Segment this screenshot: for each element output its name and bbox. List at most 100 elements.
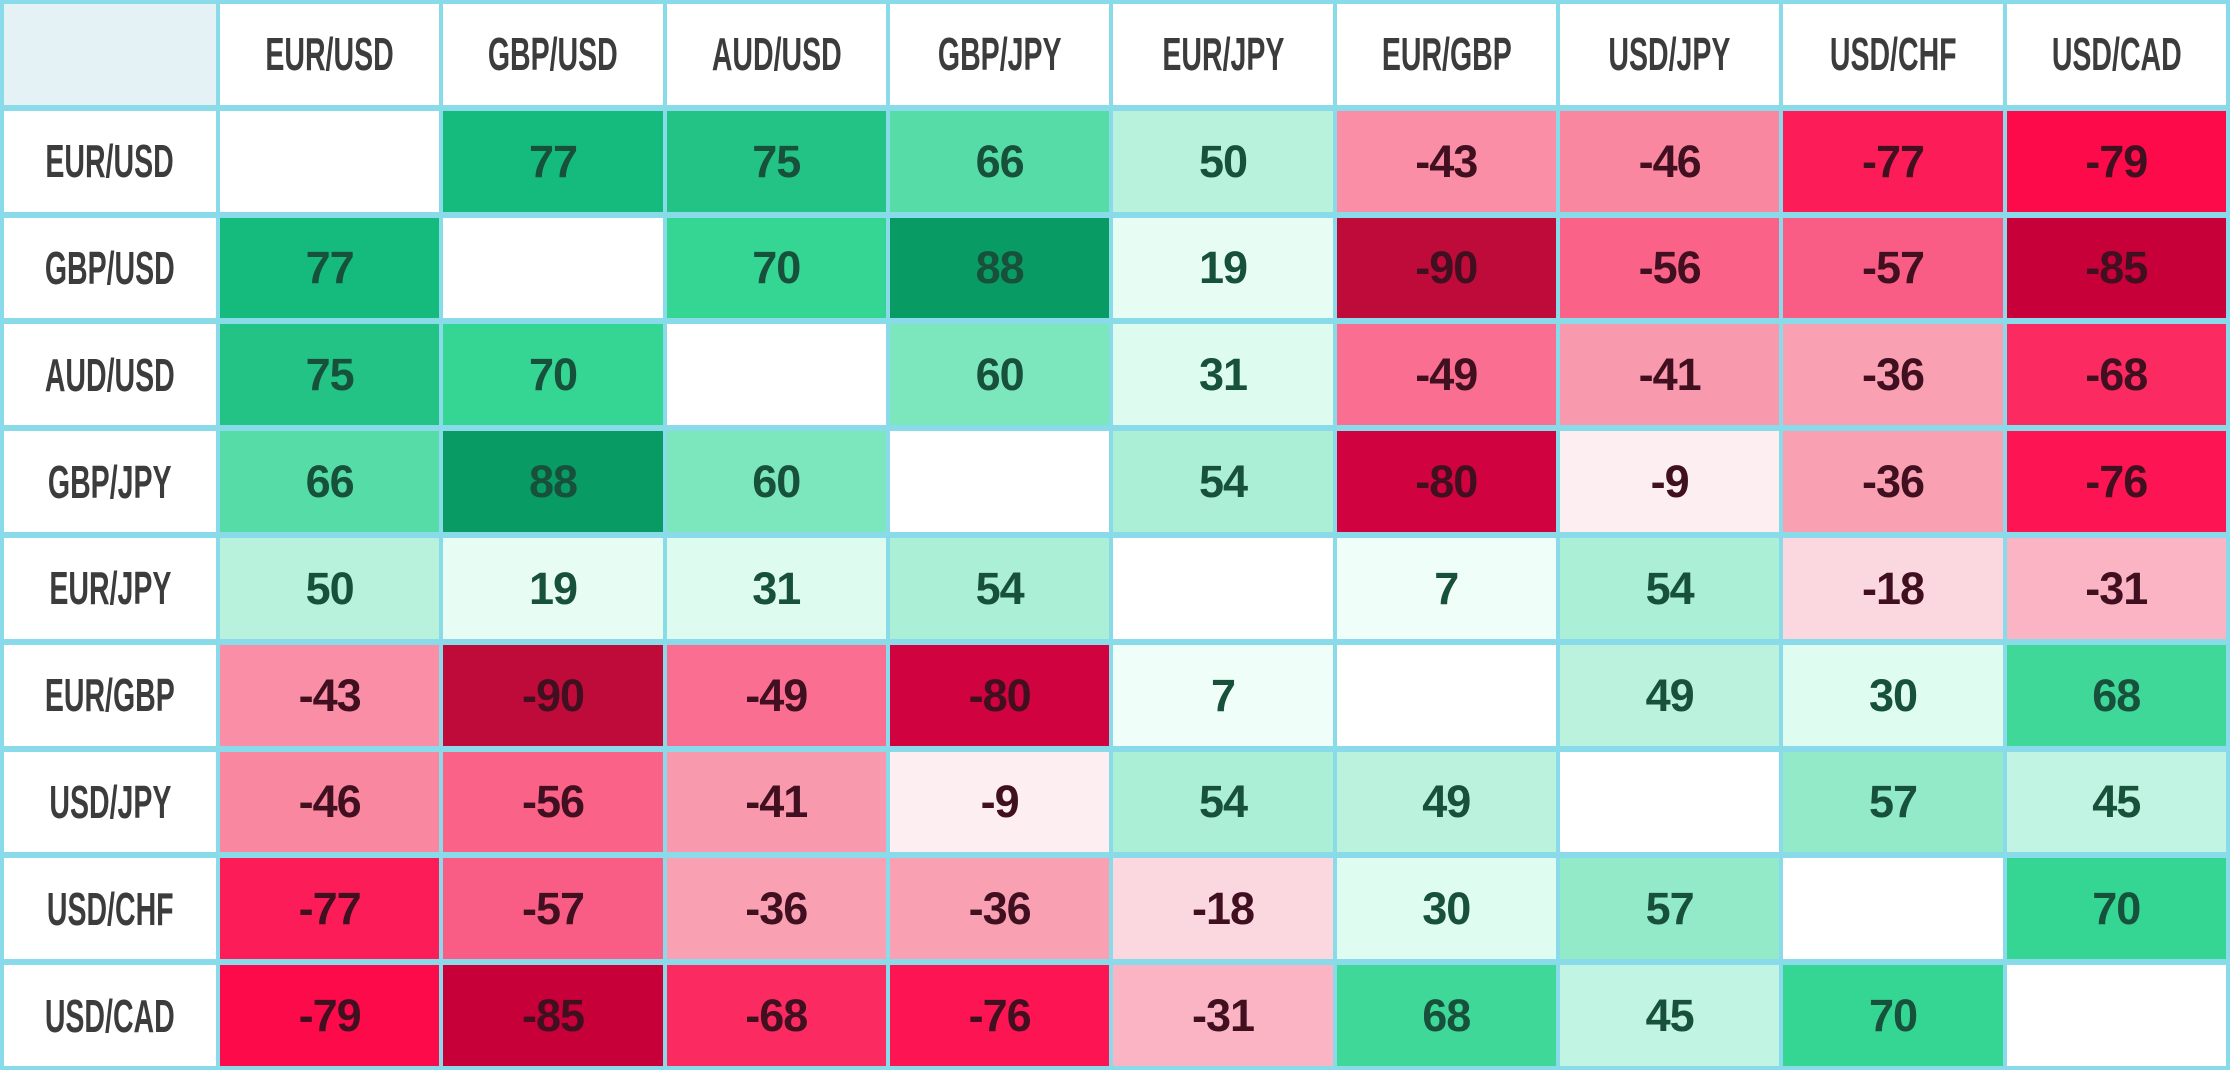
correlation-value: -49: [745, 669, 808, 721]
correlation-value: -49: [1415, 349, 1478, 401]
matrix-cell: 49: [1336, 751, 1556, 853]
matrix-cell: -76: [889, 965, 1110, 1066]
correlation-value: -18: [1861, 562, 1925, 614]
column-header: USD/CHF: [1783, 4, 2003, 105]
row-header: USD/JPY: [4, 751, 216, 853]
matrix-diagonal-cell: [443, 217, 663, 319]
correlation-value: 50: [1198, 135, 1248, 187]
matrix-diagonal-cell: [220, 110, 440, 212]
correlation-value: -80: [1415, 456, 1478, 508]
matrix-diagonal-cell: [889, 431, 1110, 532]
row-header: EUR/JPY: [4, 538, 216, 639]
matrix-cell: 54: [1113, 431, 1333, 532]
correlation-value: -68: [2085, 349, 2148, 401]
matrix-cell: 88: [889, 217, 1110, 319]
correlation-value: 77: [305, 242, 355, 294]
correlation-value: 30: [1868, 669, 1918, 721]
matrix-cell: -41: [666, 751, 886, 853]
matrix-cell: -57: [1783, 217, 2003, 319]
correlation-value: -46: [298, 776, 362, 828]
correlation-value: 75: [752, 135, 801, 187]
matrix-cell: -80: [1336, 431, 1556, 532]
correlation-value: 66: [975, 135, 1025, 187]
column-header: EUR/GBP: [1336, 4, 1556, 105]
correlation-value: -36: [1861, 349, 1925, 401]
row-header: GBP/USD: [4, 217, 216, 319]
correlation-value: 19: [528, 562, 578, 614]
matrix-cell: 50: [220, 538, 440, 639]
matrix-cell: -46: [1559, 110, 1780, 212]
matrix-cell: 31: [666, 538, 886, 639]
correlation-value: -18: [1191, 883, 1255, 935]
matrix-cell: 75: [220, 324, 440, 426]
matrix-cell: 31: [1113, 324, 1333, 426]
correlation-value: -41: [1638, 349, 1702, 401]
matrix-cell: 57: [1783, 751, 2003, 853]
column-header-label: USD/CAD: [2051, 28, 2182, 81]
correlation-value: -90: [1415, 242, 1478, 294]
row-header-label: EUR/USD: [45, 135, 175, 188]
column-header: GBP/USD: [443, 4, 663, 105]
correlation-value: 30: [1422, 883, 1471, 935]
matrix-cell: -79: [2006, 110, 2226, 212]
correlation-value: 50: [305, 562, 355, 614]
matrix-cell: -36: [889, 858, 1110, 960]
correlation-value: 60: [975, 349, 1025, 401]
column-header: EUR/JPY: [1113, 4, 1333, 105]
matrix-cell: -49: [1336, 324, 1556, 426]
correlation-value: 70: [2092, 883, 2141, 935]
correlation-value: -9: [1650, 456, 1690, 508]
matrix-cell: 68: [1336, 965, 1556, 1066]
matrix-cell: 75: [666, 110, 886, 212]
column-header-label: USD/JPY: [1608, 28, 1731, 81]
correlation-value: -85: [521, 990, 585, 1042]
correlation-value: 60: [752, 456, 801, 508]
correlation-value: -46: [1638, 135, 1702, 187]
row-header: AUD/USD: [4, 324, 216, 426]
correlation-value: 45: [1645, 990, 1695, 1042]
matrix-diagonal-cell: [1783, 858, 2003, 960]
correlation-value: -85: [2085, 242, 2148, 294]
column-header-label: GBP/USD: [488, 28, 618, 81]
correlation-value: -57: [1861, 242, 1925, 294]
row-header: GBP/JPY: [4, 431, 216, 532]
matrix-cell: 70: [443, 324, 663, 426]
matrix-cell: 88: [443, 431, 663, 532]
correlation-value: -56: [1638, 242, 1702, 294]
matrix-cell: -85: [443, 965, 663, 1066]
correlation-value: -79: [2085, 135, 2148, 187]
correlation-value: 70: [528, 349, 578, 401]
matrix-cell: -36: [1783, 324, 2003, 426]
matrix-cell: 30: [1336, 858, 1556, 960]
matrix-cell: -36: [666, 858, 886, 960]
row-header-label: EUR/GBP: [45, 669, 175, 722]
correlation-value: 7: [1210, 669, 1236, 721]
matrix-cell: -76: [2006, 431, 2226, 532]
correlation-value: 31: [752, 562, 801, 614]
correlation-value: 70: [1868, 990, 1918, 1042]
correlation-value: -76: [2085, 456, 2148, 508]
correlation-value: 68: [2092, 669, 2141, 721]
correlation-value: -41: [745, 776, 808, 828]
matrix-cell: -9: [1559, 431, 1780, 532]
matrix-cell: 60: [666, 431, 886, 532]
matrix-cell: -90: [1336, 217, 1556, 319]
correlation-value: -31: [2085, 562, 2148, 614]
correlation-value: 54: [1198, 776, 1248, 828]
matrix-diagonal-cell: [1559, 751, 1780, 853]
row-header-label: AUD/USD: [45, 348, 175, 401]
matrix-cell: 68: [2006, 644, 2226, 746]
correlation-value: 45: [2092, 776, 2141, 828]
correlation-value: -57: [521, 883, 585, 935]
correlation-value: -56: [521, 776, 585, 828]
correlation-value: 70: [752, 242, 801, 294]
column-header: GBP/JPY: [889, 4, 1110, 105]
correlation-value: 66: [305, 456, 355, 508]
row-header-label: GBP/USD: [45, 241, 175, 294]
matrix-cell: 60: [889, 324, 1110, 426]
correlation-value: -77: [1861, 135, 1925, 187]
row-header-label: USD/JPY: [48, 775, 172, 828]
correlation-value: 54: [975, 562, 1025, 614]
matrix-cell: -18: [1783, 538, 2003, 639]
